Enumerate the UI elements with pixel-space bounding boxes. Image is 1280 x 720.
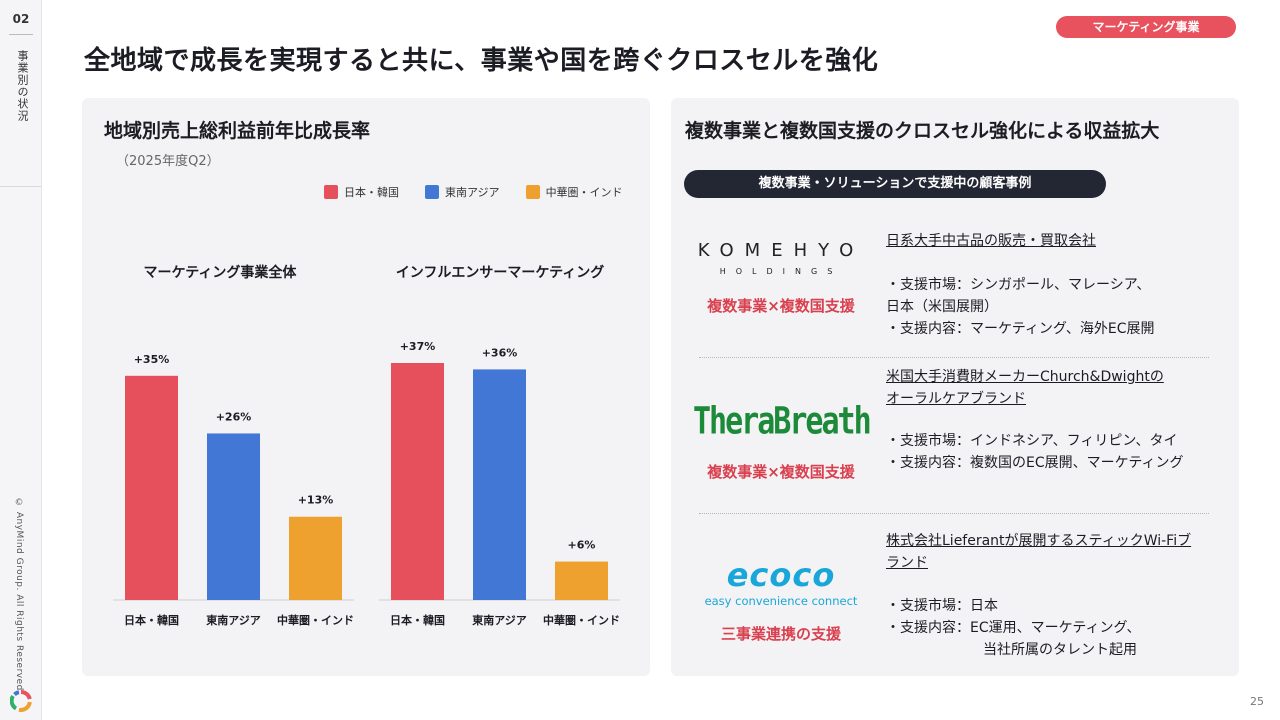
- support-type-area: 複数事業×複数国支援: [693, 295, 869, 316]
- page-title: 全地域で成長を実現すると共に、事業や国を跨ぐクロスセルを強化: [84, 46, 879, 76]
- support-type-area: 三事業連携の支援: [693, 623, 869, 644]
- cross-sell-title: 複数事業と複数国支援のクロスセル強化による収益拡大: [685, 120, 1160, 142]
- case-separator: [699, 357, 1209, 358]
- support-type: 三事業連携の支援: [720, 625, 841, 643]
- legend-label: 東南アジア: [445, 186, 500, 199]
- support-content-cont: 当社所属のタレント起用: [983, 642, 1137, 658]
- case-detail: ・支援市場：シンガポール、マレーシア、 日本（米国展開） ・支援内容：マーケティ…: [886, 274, 1236, 340]
- cross-sell-panel: 複数事業と複数国支援のクロスセル強化による収益拡大 複数事業・ソリューションで支…: [671, 98, 1239, 676]
- legend-label: 日本・韓国: [344, 186, 399, 199]
- support-content: ・支援内容：マーケティング、海外EC展開: [886, 321, 1155, 337]
- legend-label: 中華圏・インド: [545, 186, 623, 199]
- chart-category-label: 中華圏・インド: [543, 613, 620, 627]
- chart-group-title: マーケティング事業全体: [144, 264, 298, 281]
- support-market: ・支援市場：インドネシア、フィリピン、タイ: [886, 433, 1178, 449]
- growth-bar-chart: マーケティング事業全体 +35% 日本・韓国 +26% 東南アジア +13% 中華圏・インド…: [113, 264, 620, 627]
- client-name-text: 日系大手中古品の販売・買取会社: [886, 233, 1096, 249]
- client-name: 株式会社Lieferantが展開するスティックWi-Fiブ ランド: [886, 530, 1222, 574]
- komehyo-logo-sub: HOLDINGS: [719, 267, 843, 276]
- legend-swatch: [425, 185, 439, 199]
- anymind-logo-icon: [10, 690, 32, 712]
- chart-data-label: +26%: [216, 410, 252, 423]
- chart-bar: [207, 433, 260, 600]
- sidebar-divider: [0, 186, 42, 187]
- komehyo-logo-main: KOMEHYO: [697, 240, 865, 261]
- chart-category-label: 東南アジア: [472, 613, 527, 627]
- chart-group-title: インフルエンサーマーケティング: [396, 264, 604, 281]
- support-type-area: 複数事業×複数国支援: [693, 461, 869, 482]
- legend-swatch: [324, 185, 338, 199]
- chart-bar: [555, 561, 608, 600]
- ecoco-logo-sub: easy convenience connect: [704, 594, 858, 608]
- ecoco-logo-main: ecoco: [726, 556, 836, 594]
- chart-category-label: 中華圏・インド: [277, 613, 354, 627]
- legend-item-greater-china-india: 中華圏・インド: [525, 184, 623, 200]
- case-study-header: 複数事業・ソリューションで支援中の顧客事例: [684, 170, 1106, 198]
- client-name-line: オーラルケアブランド: [886, 391, 1026, 407]
- client-name: 日系大手中古品の販売・買取会社: [886, 230, 1222, 252]
- komehyo-logo: KOMEHYO HOLDINGS: [693, 240, 869, 276]
- section-title: 事業別の状況: [16, 50, 29, 122]
- case-detail: ・支援市場：インドネシア、フィリピン、タイ ・支援内容：複数国のEC展開、マーケ…: [886, 430, 1236, 474]
- case-detail: ・支援市場：日本 ・支援内容：EC運用、マーケティング、 当社所属のタレント起用: [886, 595, 1236, 661]
- legend-item-southeast-asia: 東南アジア: [425, 184, 500, 200]
- section-number: 02: [12, 12, 30, 26]
- chart-data-label: +37%: [400, 340, 436, 353]
- chart-title: 地域別売上総利益前年比成長率: [104, 120, 371, 142]
- chart-data-label: +13%: [298, 494, 334, 507]
- chart-panel: 地域別売上総利益前年比成長率 （2025年度Q2） 日本・韓国 東南アジア 中華…: [82, 98, 650, 676]
- support-content: ・支援内容：EC運用、マーケティング、: [886, 620, 1141, 636]
- client-name-line: 米国大手消費財メーカーChurch&Dwightの: [886, 369, 1164, 385]
- chart-category-label: 日本・韓国: [124, 613, 179, 627]
- copyright: © AnyMind Group. All Rights Reserved.: [14, 498, 24, 695]
- legend-item-japan-korea: 日本・韓国: [324, 184, 399, 200]
- business-tag: マーケティング事業: [1056, 16, 1236, 38]
- support-market: ・支援市場：シンガポール、マレーシア、: [886, 277, 1151, 293]
- page-number: 25: [1250, 695, 1264, 708]
- chart-bar: [391, 363, 444, 600]
- therabreath-logo-text: TheraBreath: [693, 399, 872, 444]
- chart-category-label: 東南アジア: [206, 613, 261, 627]
- chart-subtitle: （2025年度Q2）: [116, 154, 220, 169]
- client-name-line: ランド: [886, 555, 928, 571]
- chart-bar: [125, 375, 178, 600]
- chart-bar: [289, 516, 342, 600]
- support-market-cont: 日本（米国展開）: [886, 299, 998, 315]
- chart-category-label: 日本・韓国: [390, 613, 445, 627]
- ecoco-logo: ecoco easy convenience connect: [693, 558, 869, 608]
- chart-legend: 日本・韓国 東南アジア 中華圏・インド: [324, 184, 623, 200]
- client-name: 米国大手消費財メーカーChurch&Dwightの オーラルケアブランド: [886, 366, 1222, 410]
- support-type: 複数事業×複数国支援: [707, 463, 855, 481]
- therabreath-logo: TheraBreath: [693, 400, 872, 444]
- section-underline: [9, 34, 33, 35]
- chart-data-label: +36%: [482, 346, 518, 359]
- client-name-line: 株式会社Lieferantが展開するスティックWi-Fiブ: [886, 533, 1192, 549]
- chart-bar: [473, 369, 526, 600]
- chart-data-label: +35%: [134, 353, 170, 366]
- case-separator: [699, 513, 1209, 514]
- legend-swatch: [525, 185, 540, 199]
- sidebar: 02 事業別の状況 © AnyMind Group. All Rights Re…: [0, 0, 42, 720]
- chart-data-label: +6%: [568, 539, 596, 552]
- support-market: ・支援市場：日本: [886, 598, 998, 614]
- support-type: 複数事業×複数国支援: [707, 297, 855, 315]
- support-content: ・支援内容：複数国のEC展開、マーケティング: [886, 455, 1184, 471]
